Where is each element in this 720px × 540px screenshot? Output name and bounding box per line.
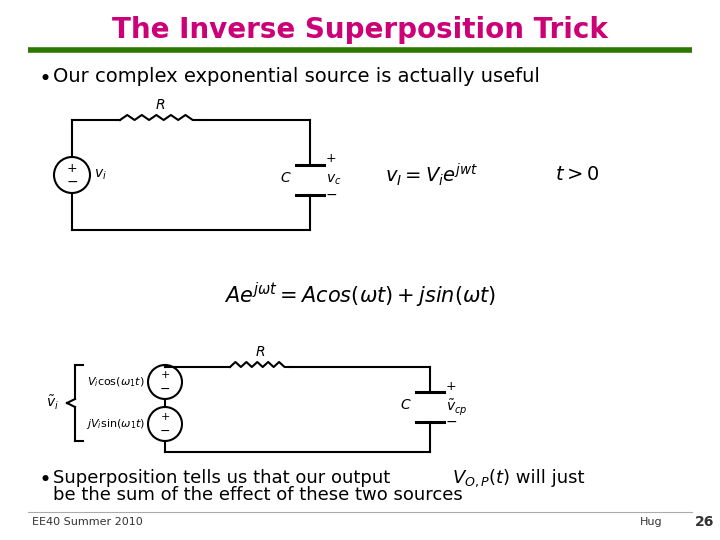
Text: $\tilde{v}_i$: $\tilde{v}_i$ xyxy=(46,394,59,412)
Text: Our complex exponential source is actually useful: Our complex exponential source is actual… xyxy=(53,68,540,86)
Text: $\bullet$: $\bullet$ xyxy=(38,67,50,87)
Text: The Inverse Superposition Trick: The Inverse Superposition Trick xyxy=(112,16,608,44)
Text: $v_I = V_i e^{jwt}$: $v_I = V_i e^{jwt}$ xyxy=(385,162,478,188)
Text: $jV_i\sin(\omega_1 t)$: $jV_i\sin(\omega_1 t)$ xyxy=(86,417,145,431)
Text: +: + xyxy=(446,381,456,394)
Text: −: − xyxy=(160,382,170,395)
Text: $Ae^{j\omega t} = Acos(\omega t) + jsin(\omega t)$: $Ae^{j\omega t} = Acos(\omega t) + jsin(… xyxy=(224,280,496,309)
Text: −: − xyxy=(160,424,170,437)
Text: +: + xyxy=(161,370,170,380)
Text: $v_c$: $v_c$ xyxy=(326,173,341,187)
Text: be the sum of the effect of these two sources: be the sum of the effect of these two so… xyxy=(53,486,463,504)
Text: −: − xyxy=(326,188,338,202)
Text: $t > 0$: $t > 0$ xyxy=(555,165,600,185)
Text: EE40 Summer 2010: EE40 Summer 2010 xyxy=(32,517,143,527)
Text: +: + xyxy=(67,161,77,174)
Text: Hug: Hug xyxy=(640,517,662,527)
Text: $\bullet$: $\bullet$ xyxy=(38,468,50,488)
Text: $C$: $C$ xyxy=(400,398,412,412)
Text: Superposition tells us that our output: Superposition tells us that our output xyxy=(53,469,396,487)
Text: $C$: $C$ xyxy=(280,171,292,185)
Text: +: + xyxy=(161,412,170,422)
Text: $R$: $R$ xyxy=(155,98,165,112)
Text: $V_{O,P}(t)$: $V_{O,P}(t)$ xyxy=(452,467,510,489)
Text: −: − xyxy=(446,415,458,429)
Text: $\tilde{v}_{cp}$: $\tilde{v}_{cp}$ xyxy=(446,397,467,417)
Text: $v_i$: $v_i$ xyxy=(94,168,107,182)
Text: $V_i\cos(\omega_1 t)$: $V_i\cos(\omega_1 t)$ xyxy=(88,375,145,389)
Text: +: + xyxy=(326,152,337,165)
Text: 26: 26 xyxy=(695,515,714,529)
Text: will just: will just xyxy=(510,469,585,487)
Text: $R$: $R$ xyxy=(255,345,265,359)
Text: −: − xyxy=(66,175,78,189)
